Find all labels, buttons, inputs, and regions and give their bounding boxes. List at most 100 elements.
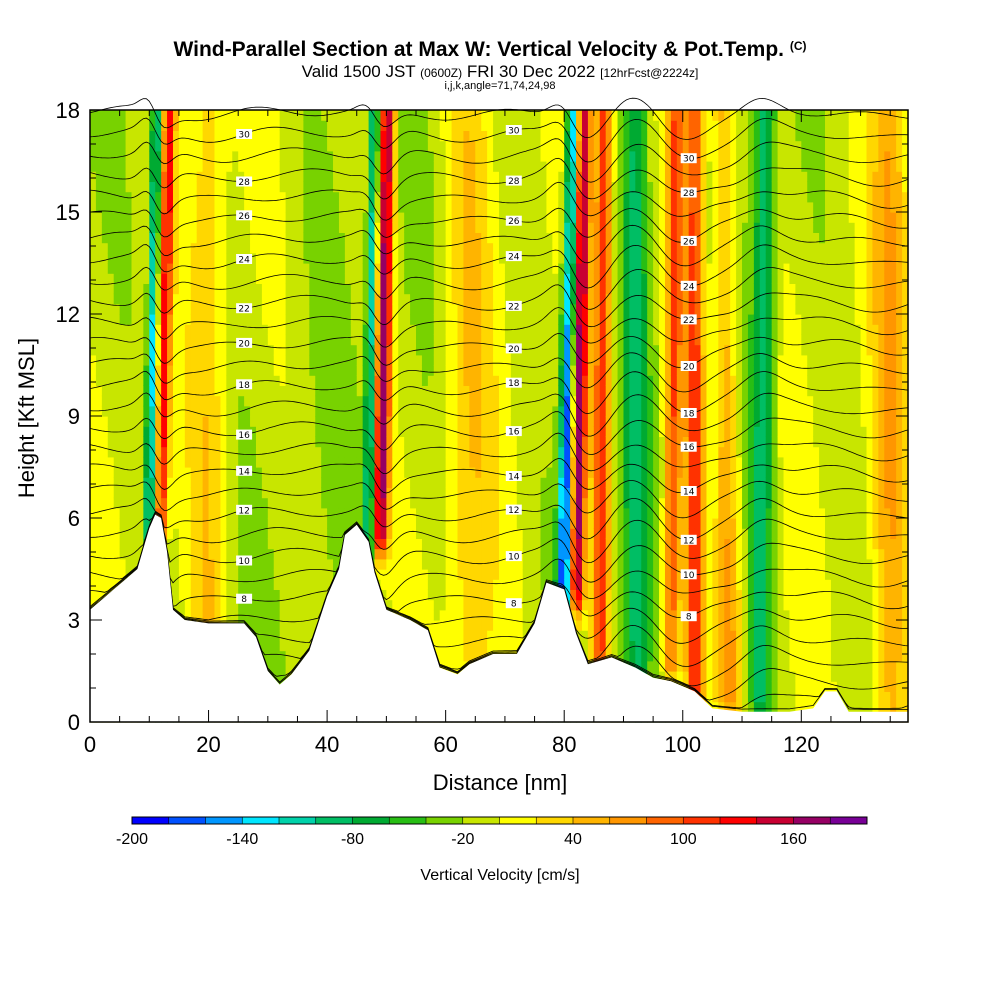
velocity-cell: [232, 110, 239, 121]
velocity-cell: [564, 456, 571, 468]
velocity-cell: [178, 263, 186, 274]
velocity-cell: [267, 467, 275, 478]
velocity-cell: [552, 140, 559, 152]
velocity-cell: [244, 436, 251, 448]
velocity-cell: [327, 263, 334, 274]
velocity-cell: [196, 436, 204, 448]
velocity-cell: [125, 191, 133, 203]
velocity-cell: [540, 579, 548, 590]
velocity-cell: [131, 528, 139, 539]
velocity-cell: [534, 242, 542, 254]
velocity-cell: [250, 161, 257, 172]
velocity-cell: [208, 456, 216, 468]
velocity-cell: [208, 140, 216, 152]
velocity-cell: [504, 161, 512, 172]
velocity-cell: [392, 446, 399, 458]
velocity-cell: [90, 201, 97, 213]
velocity-cell: [493, 283, 500, 295]
velocity-cell: [398, 334, 405, 346]
velocity-cell: [220, 375, 227, 386]
velocity-cell: [261, 385, 269, 397]
velocity-cell: [350, 222, 358, 233]
velocity-cell: [95, 201, 103, 213]
velocity-cell: [499, 477, 506, 488]
velocity-cell: [558, 528, 565, 539]
velocity-cell: [386, 273, 393, 284]
velocity-cell: [190, 242, 198, 254]
velocity-cell: [107, 222, 115, 233]
velocity-cell: [499, 273, 506, 284]
velocity-cell: [226, 242, 233, 254]
velocity-cell: [392, 589, 399, 601]
velocity-cell: [469, 201, 476, 213]
velocity-cell: [540, 283, 548, 295]
velocity-cell: [214, 252, 222, 264]
velocity-cell: [125, 120, 133, 131]
velocity-cell: [309, 426, 316, 437]
velocity-cell: [410, 303, 417, 315]
velocity-cell: [338, 324, 346, 335]
velocity-cell: [457, 150, 465, 162]
velocity-cell: [321, 477, 328, 488]
velocity-cell: [303, 212, 310, 223]
velocity-cell: [149, 212, 156, 223]
velocity-cell: [380, 538, 387, 550]
velocity-cell: [338, 518, 346, 529]
velocity-cell: [125, 426, 133, 437]
velocity-cell: [149, 395, 156, 407]
velocity-cell: [534, 426, 542, 437]
velocity-cell: [558, 385, 565, 397]
velocity-cell: [421, 589, 429, 601]
velocity-cell: [232, 181, 239, 193]
velocity-cell: [244, 232, 251, 244]
velocity-cell: [90, 130, 97, 142]
velocity-cell: [510, 242, 518, 254]
velocity-cell: [95, 416, 103, 427]
velocity-cell: [161, 140, 168, 152]
velocity-cell: [315, 283, 322, 295]
velocity-cell: [392, 416, 399, 427]
velocity-cell: [267, 130, 275, 142]
velocity-cell: [481, 110, 488, 121]
velocity-cell: [439, 273, 447, 284]
velocity-cell: [327, 344, 334, 356]
velocity-cell: [522, 375, 530, 386]
velocity-cell: [267, 252, 275, 264]
velocity-cell: [202, 273, 210, 284]
velocity-cell: [380, 273, 387, 284]
velocity-cell: [90, 477, 97, 488]
velocity-cell: [398, 354, 405, 366]
velocity-cell: [416, 334, 423, 346]
velocity-cell: [451, 528, 459, 539]
velocity-cell: [327, 191, 334, 203]
velocity-cell: [255, 120, 263, 131]
velocity-cell: [546, 385, 553, 397]
velocity-cell: [380, 426, 387, 437]
velocity-cell: [226, 334, 233, 346]
velocity-cell: [291, 589, 299, 601]
velocity-cell: [250, 620, 257, 631]
velocity-cell: [309, 518, 316, 529]
velocity-cell: [522, 405, 530, 417]
velocity-cell: [416, 446, 423, 458]
velocity-cell: [285, 232, 293, 244]
velocity-cell: [558, 252, 565, 264]
velocity-cell: [380, 589, 387, 601]
velocity-cell: [386, 497, 393, 509]
velocity-cell: [552, 252, 559, 264]
velocity-cell: [220, 314, 227, 325]
velocity-cell: [576, 477, 583, 488]
velocity-cell: [190, 324, 198, 335]
velocity-cell: [107, 365, 115, 376]
velocity-cell: [439, 569, 447, 580]
velocity-cell: [457, 558, 465, 570]
velocity-cell: [202, 497, 210, 509]
velocity-cell: [119, 487, 127, 499]
velocity-cell: [238, 456, 245, 468]
velocity-cell: [421, 620, 429, 631]
velocity-cell: [315, 191, 322, 203]
velocity-cell: [439, 548, 447, 560]
velocity-cell: [487, 252, 494, 264]
velocity-cell: [540, 385, 548, 397]
velocity-cell: [344, 252, 352, 264]
